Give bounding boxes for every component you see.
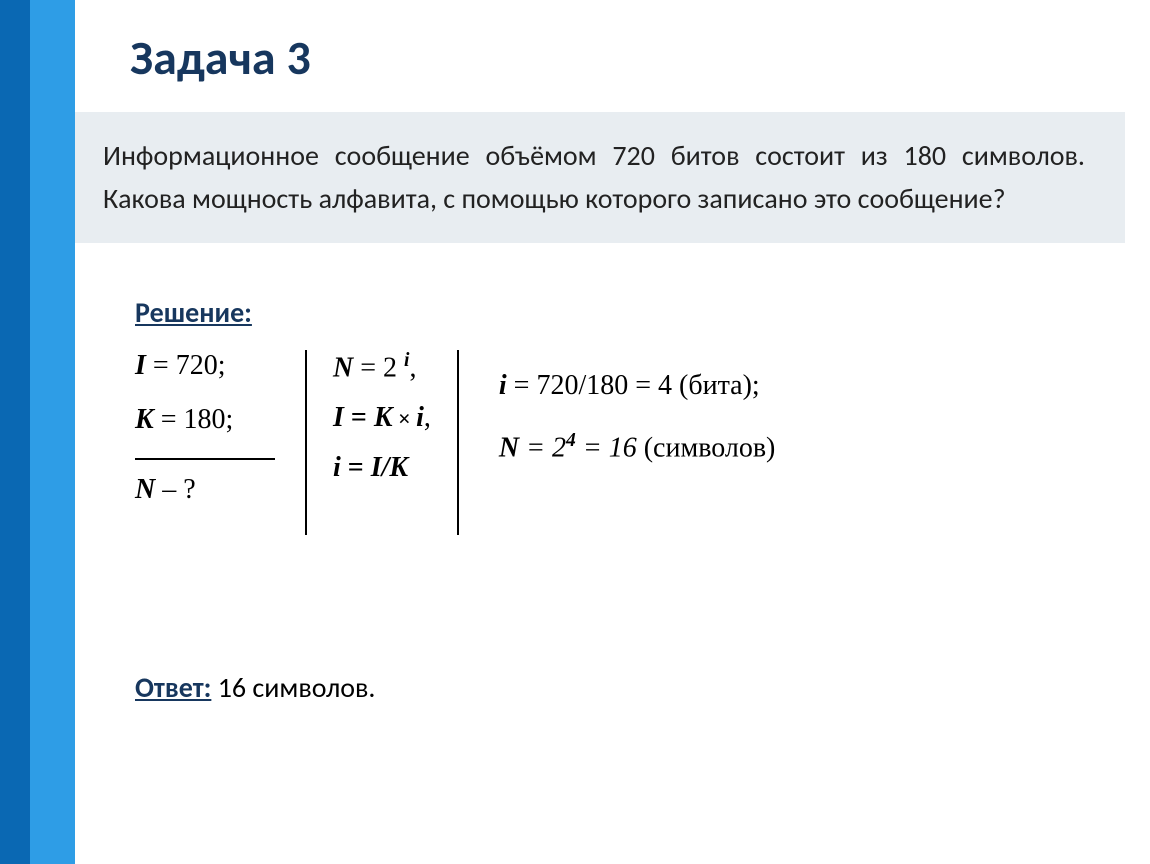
answer-text: 16 символов. (211, 670, 375, 705)
var-I: I (135, 350, 146, 381)
problem-text: Информационное сообщение объёмом 720 бит… (103, 138, 1085, 216)
c2-lhs: N (499, 432, 519, 463)
f2-i: i (416, 402, 424, 433)
answer-label: Ответ: (135, 670, 211, 705)
given-column: I = 720; K = 180; N – ? (135, 350, 305, 506)
c1-lhs: i (499, 370, 507, 401)
solution-label: Решение: (135, 295, 252, 330)
given-N: N – ? (135, 474, 285, 506)
val-K: = 180; (154, 404, 234, 435)
f3-lhs: i (333, 452, 341, 483)
val-N: – ? (155, 474, 195, 505)
calc-2: N = 24 = 16 (символов) (499, 430, 775, 464)
calc-1: i = 720/180 = 4 (бита); (499, 370, 775, 402)
var-K: K (135, 404, 154, 435)
f1-comma: , (409, 352, 416, 383)
given-divider (135, 458, 275, 460)
problem-statement: Информационное сообщение объёмом 720 бит… (75, 112, 1125, 243)
formula-column: N = 2 i, I = K × i, i = I/K (305, 350, 459, 535)
c2-eq: = 2 (519, 432, 566, 463)
left-stripe-dark (0, 0, 30, 864)
val-I: = 720; (146, 350, 226, 381)
given-K: K = 180; (135, 404, 285, 436)
c2-exp: 4 (566, 430, 576, 451)
f2-times: × (393, 406, 417, 431)
f2-comma: , (424, 402, 431, 433)
c1-val: = 720/180 = 4 (бита); (507, 370, 760, 401)
given-I: I = 720; (135, 350, 285, 382)
f1-lhs: N (333, 352, 353, 383)
page-title: Задача 3 (130, 28, 311, 87)
calc-column: i = 720/180 = 4 (бита); N = 24 = 16 (сим… (459, 350, 775, 492)
formula-2: I = K × i, (333, 402, 431, 434)
c2-eq2: = 16 (576, 432, 644, 463)
c2-tail: (символов) (644, 432, 776, 463)
f1-eq: = 2 (353, 352, 404, 383)
formula-3: i = I/K (333, 452, 431, 484)
formula-1: N = 2 i, (333, 350, 431, 384)
var-N: N (135, 474, 155, 505)
f2-eq: = (344, 402, 374, 433)
answer-line: Ответ: 16 символов. (135, 670, 376, 705)
f3-rhs: I/K (371, 452, 408, 483)
solution-area: I = 720; K = 180; N – ? N = 2 i, I = K ×… (135, 350, 775, 535)
f3-eq: = (341, 452, 371, 483)
f2-k: K (374, 402, 393, 433)
f2-lhs: I (333, 402, 344, 433)
left-stripe-light (30, 0, 75, 864)
